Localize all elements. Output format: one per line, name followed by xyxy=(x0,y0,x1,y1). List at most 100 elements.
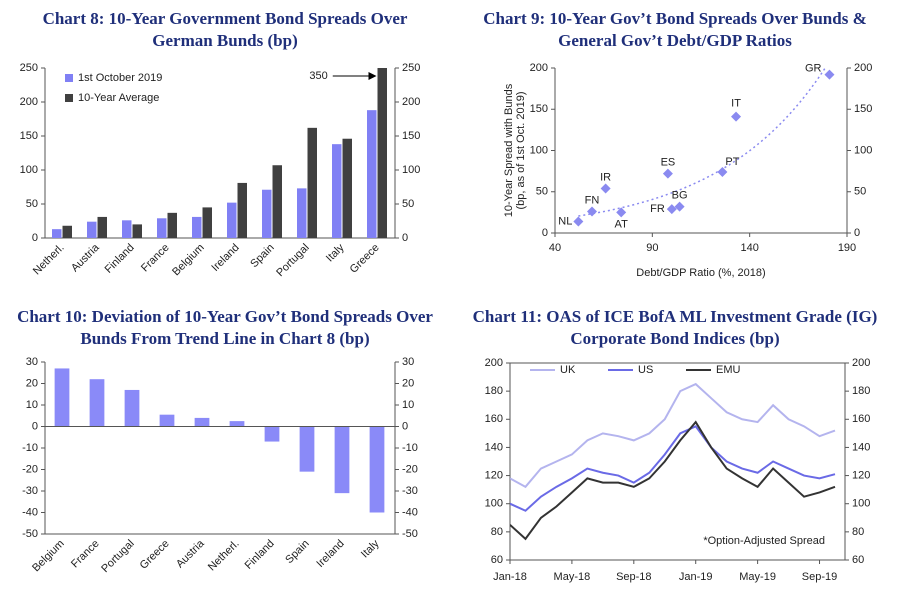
annotation: 350 xyxy=(309,70,327,82)
chart-title: General Gov’t Debt/GDP Ratios xyxy=(558,31,792,50)
bar xyxy=(202,207,212,238)
x-tick-label: May-19 xyxy=(739,571,776,583)
y2-tick-label: 250 xyxy=(402,62,420,74)
y2-tick-label: 200 xyxy=(854,62,872,74)
y2-tick-label: 200 xyxy=(402,96,420,108)
y2-tick-label: -50 xyxy=(402,528,418,540)
y-tick-label: 180 xyxy=(485,385,503,397)
bar xyxy=(262,189,272,238)
x-tick-label: 140 xyxy=(740,242,758,254)
point xyxy=(717,166,728,177)
x-tick-label: Ireland xyxy=(314,538,346,570)
x-tick-label: 90 xyxy=(646,242,658,254)
x-tick-label: Finland xyxy=(103,242,137,276)
series-line xyxy=(510,382,836,489)
x-tick-label: 40 xyxy=(549,242,561,254)
bar xyxy=(237,182,247,238)
point-label: ES xyxy=(661,157,676,169)
bar xyxy=(122,220,132,238)
x-tick-label: Sep-19 xyxy=(802,571,837,583)
point-label: BG xyxy=(672,190,688,202)
x-tick-label: Netherl. xyxy=(206,538,242,574)
legend-label: 10-Year Average xyxy=(78,92,159,104)
bar xyxy=(87,221,97,238)
x-tick-label: Finland xyxy=(243,538,277,572)
x-tick-label: Netherl. xyxy=(31,242,67,278)
series-line xyxy=(510,425,836,512)
bar xyxy=(167,212,177,238)
legend-label: EMU xyxy=(716,364,741,376)
bar xyxy=(369,426,385,513)
point xyxy=(674,201,685,212)
y-tick-label: 100 xyxy=(20,164,38,176)
y2-tick-label: 50 xyxy=(402,198,414,210)
bar xyxy=(332,144,342,238)
bar xyxy=(97,216,107,238)
x-tick-label: Austria xyxy=(69,241,102,274)
plot-area xyxy=(573,68,835,227)
point xyxy=(824,69,835,80)
y2-tick-label: 100 xyxy=(852,498,870,510)
bar xyxy=(307,127,317,238)
y2-tick-label: -20 xyxy=(402,463,418,475)
x-tick-label: Spain xyxy=(283,538,311,566)
point xyxy=(573,216,584,227)
x-tick-label: Greece xyxy=(348,242,382,276)
x-axis-label: Debt/GDP Ratio (%, 2018) xyxy=(636,267,765,279)
y-tick-label: 0 xyxy=(542,227,548,239)
y2-tick-label: 20 xyxy=(402,377,414,389)
trend-line xyxy=(578,68,827,217)
y2-tick-label: -30 xyxy=(402,485,418,497)
y2-tick-label: 180 xyxy=(852,385,870,397)
point-label: GR xyxy=(805,63,822,75)
y-tick-label: 150 xyxy=(20,130,38,142)
point-label: IT xyxy=(731,98,741,110)
bar xyxy=(272,165,282,238)
chart-title: Chart 11: OAS of ICE BofA ML Investment … xyxy=(473,307,878,326)
series-line xyxy=(510,420,836,541)
plot-area xyxy=(52,68,387,238)
y-tick-label: 0 xyxy=(32,232,38,244)
point-label: IR xyxy=(600,171,611,183)
x-tick-label: Sep-18 xyxy=(616,571,651,583)
bar xyxy=(132,224,142,238)
bar xyxy=(297,188,307,238)
x-tick-label: Italy xyxy=(324,241,347,264)
bar xyxy=(52,229,62,238)
bar xyxy=(89,379,105,427)
y-tick-label: 60 xyxy=(491,554,503,566)
legend-label: 1st October 2019 xyxy=(78,72,162,84)
legend-label: US xyxy=(638,364,653,376)
y2-tick-label: 100 xyxy=(402,164,420,176)
y2-tick-label: 100 xyxy=(854,144,872,156)
y-tick-label: 140 xyxy=(485,441,503,453)
y2-tick-label: 10 xyxy=(402,399,414,411)
legend-swatch xyxy=(65,74,73,82)
y-tick-label: 30 xyxy=(26,356,38,368)
x-tick-label: 190 xyxy=(838,242,856,254)
legend-swatch xyxy=(65,94,73,102)
point xyxy=(616,207,627,218)
y-tick-label: 200 xyxy=(20,96,38,108)
point xyxy=(662,168,673,179)
y2-tick-label: 120 xyxy=(852,469,870,481)
annotation: *Option-Adjusted Spread xyxy=(703,535,825,547)
point xyxy=(586,206,597,217)
bar xyxy=(192,216,202,238)
x-tick-label: France xyxy=(139,242,172,275)
y-tick-label: 100 xyxy=(485,498,503,510)
y2-tick-label: 0 xyxy=(854,227,860,239)
legend-label: UK xyxy=(560,364,576,376)
y-tick-label: -20 xyxy=(22,463,38,475)
x-tick-label: Spain xyxy=(248,242,276,270)
point-label: AT xyxy=(615,218,629,230)
y-tick-label: 0 xyxy=(32,420,38,432)
bar xyxy=(227,202,237,238)
x-tick-label: Greece xyxy=(138,538,172,572)
point xyxy=(731,111,742,122)
y-axis-label: 10-Year Spread with Bunds xyxy=(503,83,515,217)
bar xyxy=(342,138,352,238)
bar xyxy=(264,426,280,442)
bar xyxy=(159,414,175,427)
